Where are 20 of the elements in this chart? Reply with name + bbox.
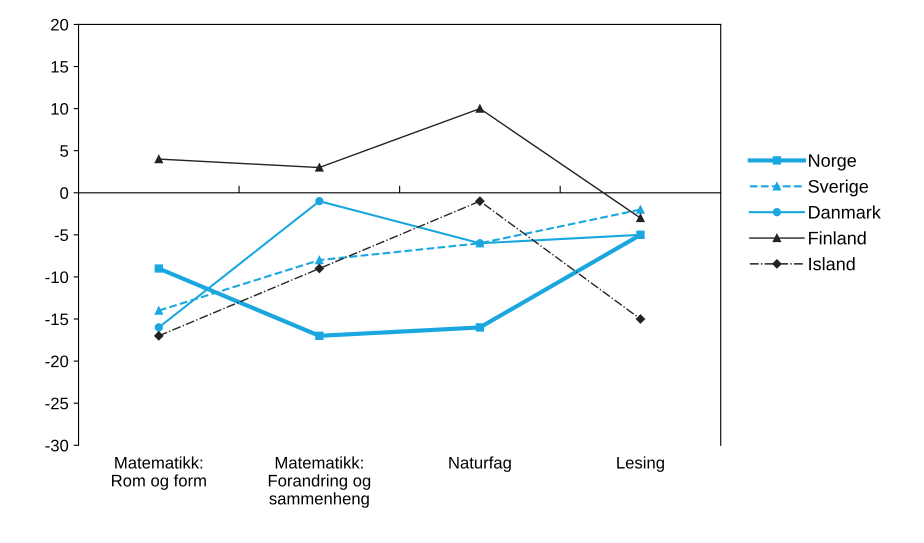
legend-label: Norge [809, 154, 856, 171]
y-tick-label: -25 [45, 398, 68, 410]
legend-label: Danmark [809, 205, 881, 219]
y-tick-label: 20 [51, 18, 68, 31]
x-tick-label: Matematikk: Rom og form [112, 456, 206, 490]
legend-label: Finland [809, 231, 866, 245]
legend-label: Island [809, 257, 855, 270]
y-tick-label: -10 [45, 271, 68, 284]
x-tick-label: Naturfag [449, 456, 511, 472]
y-tick-label: 10 [52, 103, 68, 115]
y-tick-label: -15 [45, 314, 68, 326]
y-tick-label: 5 [60, 145, 68, 157]
y-tick-label: -30 [45, 440, 68, 452]
y-tick-label: -5 [54, 229, 68, 242]
y-tick-label: 0 [60, 187, 68, 199]
y-tick-label: -20 [45, 355, 68, 368]
x-tick-label: Lesing [617, 456, 664, 472]
legend-label: Sverige [808, 180, 868, 196]
y-tick-label: 15 [52, 61, 68, 73]
x-tick-label: Matematikk: Forandring og sammenheng [268, 456, 370, 508]
